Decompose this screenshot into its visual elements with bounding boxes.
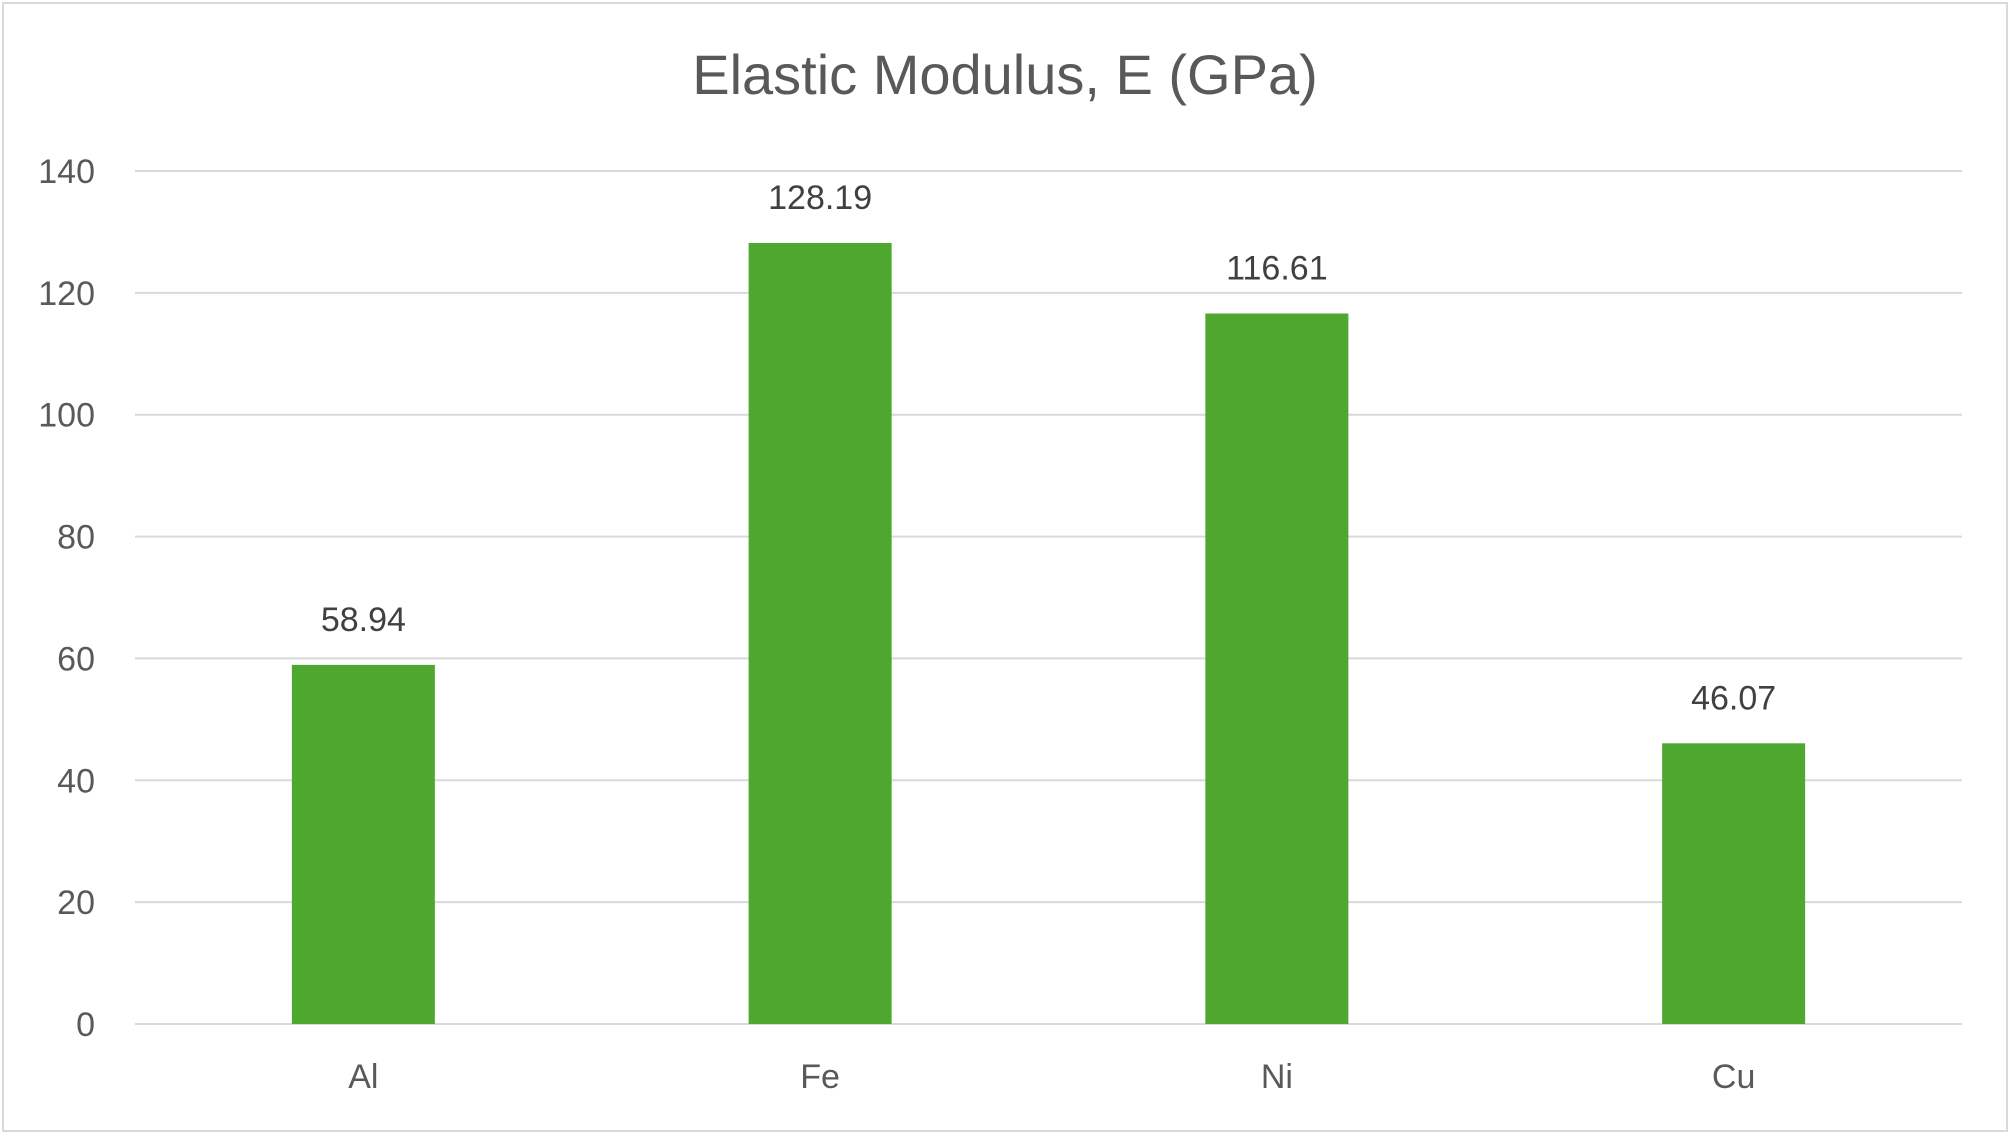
x-category-label: Fe (800, 1058, 840, 1096)
y-tick-label: 60 (57, 640, 95, 678)
labels: 0 20 40 60 80 100 120 140 58.94 Al 128.19 Fe 116.61 N… (38, 153, 1776, 1096)
x-category-label: Al (348, 1058, 378, 1096)
x-category-label: Cu (1712, 1058, 1755, 1096)
data-label: 116.61 (1226, 250, 1327, 288)
x-category-label: Ni (1261, 1058, 1293, 1096)
bar-al (291, 664, 435, 1024)
chart-title: Elastic Modulus, E (GPa) (692, 43, 1318, 106)
bar-ni (1205, 313, 1349, 1024)
y-tick-label: 120 (38, 275, 95, 313)
gridlines (135, 170, 1962, 1025)
bar-fe (748, 242, 892, 1024)
bars (291, 242, 1806, 1024)
y-tick-label: 80 (57, 519, 95, 557)
y-tick-label: 100 (38, 397, 95, 435)
y-tick-label: 0 (76, 1006, 95, 1044)
data-label: 128.19 (768, 179, 872, 217)
y-tick-label: 140 (38, 153, 95, 191)
y-tick-label: 20 (57, 884, 95, 922)
y-tick-label: 40 (57, 762, 95, 800)
bar-cu (1662, 743, 1806, 1024)
data-label: 58.94 (321, 601, 406, 639)
data-label: 46.07 (1691, 679, 1776, 717)
